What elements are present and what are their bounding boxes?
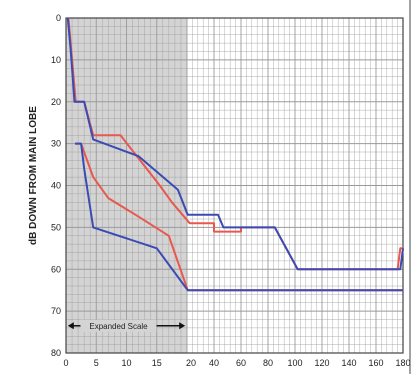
- grid: [65, 17, 404, 354]
- expanded-scale-label-bg: [80, 319, 157, 332]
- y-tick-label: 0: [56, 13, 61, 23]
- series-line: [66, 17, 404, 271]
- y-tick-label: 20: [51, 97, 61, 107]
- x-tick-label: 180: [395, 358, 410, 368]
- arrowhead-right-icon: [179, 322, 186, 330]
- x-tick-label: 15: [152, 358, 162, 368]
- y-tick-label: 60: [51, 264, 61, 274]
- x-tick-label: 20: [186, 358, 196, 368]
- series-line: [75, 142, 403, 292]
- x-tick-label: 100: [287, 358, 302, 368]
- x-tick-label: 140: [341, 358, 356, 368]
- arrowhead-left-icon: [67, 322, 74, 330]
- expanded-scale-label: Expanded Scale: [89, 322, 148, 331]
- y-tick-label: 40: [51, 181, 61, 191]
- y-tick-label: 10: [51, 55, 61, 65]
- y-axis-label: dB DOWN FROM MAIN LOBE: [28, 106, 39, 245]
- x-tick-label: 0: [63, 358, 68, 368]
- x-tick-label: 160: [368, 358, 383, 368]
- x-tick-label: 120: [314, 358, 329, 368]
- x-tick-label: 60: [236, 358, 246, 368]
- y-tick-label: 50: [51, 222, 61, 232]
- y-tick-label: 70: [51, 306, 61, 316]
- x-tick-label: 40: [209, 358, 219, 368]
- expanded-scale-annotation: Expanded Scale: [67, 319, 186, 332]
- plot-frame: [65, 17, 404, 354]
- y-tick-label: 80: [51, 348, 61, 358]
- series-line: [75, 142, 403, 292]
- x-tick-label: 10: [121, 358, 131, 368]
- series-group: [66, 17, 404, 292]
- x-tick-label: 80: [263, 358, 273, 368]
- y-tick-labels: 0 10 20 30 40 50 60 70 80: [51, 13, 61, 358]
- x-tick-label: 5: [94, 358, 99, 368]
- y-tick-label: 30: [51, 139, 61, 149]
- x-tick-labels: 0 5 10 15 20 40 60 80 100 120 140 160 180: [63, 358, 410, 368]
